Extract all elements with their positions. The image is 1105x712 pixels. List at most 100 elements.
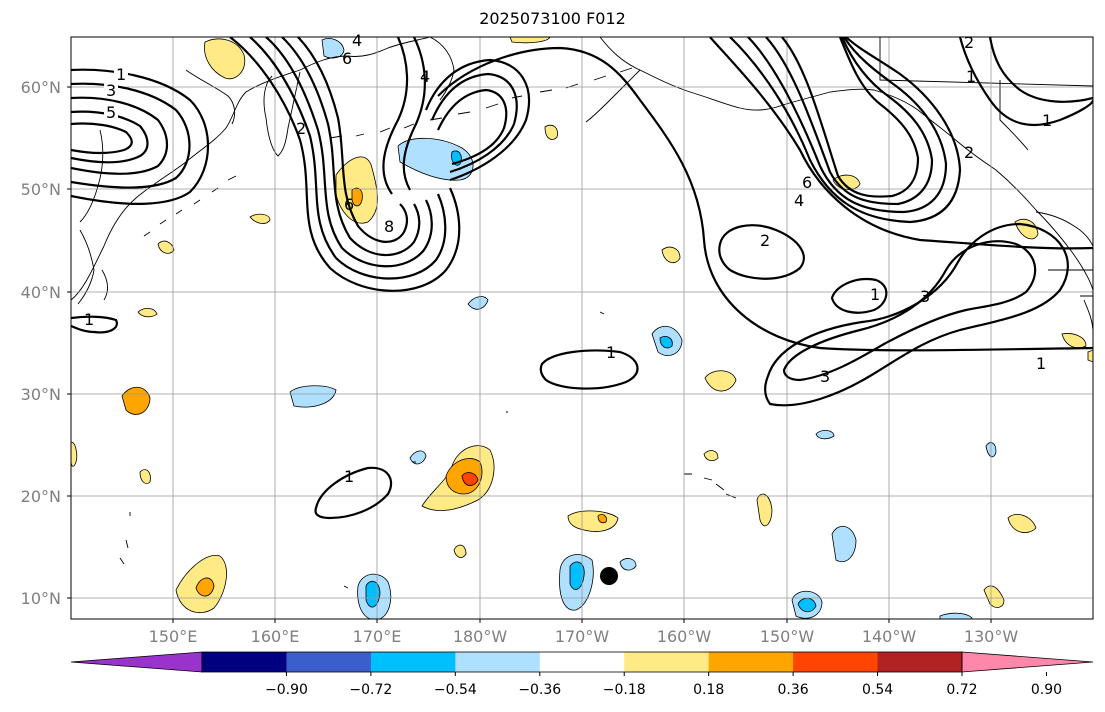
colorbar-bin xyxy=(370,652,456,672)
colorbar-bin xyxy=(877,652,963,672)
positive-patch xyxy=(453,544,467,558)
lon-label: 150°E xyxy=(149,627,198,646)
contour-line xyxy=(729,37,962,224)
coastline-kurils xyxy=(143,175,237,237)
longitude-labels: 150°E 160°E 170°E 180°W 170°W 160°W 150°… xyxy=(149,627,1019,646)
negative-patch xyxy=(659,336,673,349)
lon-label: 130°W xyxy=(964,627,1019,646)
shaded-field xyxy=(71,37,1093,619)
contour-line xyxy=(830,277,888,314)
storm-center-marker xyxy=(600,567,618,585)
positive-patch xyxy=(597,514,607,524)
contour-label: 4 xyxy=(352,31,362,50)
contour-label: 1 xyxy=(1042,111,1052,130)
coastline-aleutians xyxy=(329,67,633,139)
negative-patch xyxy=(365,580,381,608)
coastline-hawaii xyxy=(684,473,737,499)
contour-line xyxy=(437,88,508,166)
contour-label: 3 xyxy=(820,367,830,386)
positive-patch xyxy=(1087,349,1093,363)
contour-labels: 1 3 5 4 6 4 2 6 8 1 2 6 4 2 1 2 1 3 1 3 … xyxy=(84,31,1052,486)
contour-label: 1 xyxy=(84,310,94,329)
negative-patch xyxy=(569,561,585,590)
negative-patch xyxy=(321,38,345,59)
colorbar-bin xyxy=(708,652,794,672)
lon-label: 160°W xyxy=(657,627,712,646)
positive-patch xyxy=(756,493,773,527)
contour-label: 4 xyxy=(794,191,804,210)
lat-label: 20°N xyxy=(21,487,61,506)
positive-patch xyxy=(249,213,271,224)
contour-line xyxy=(424,58,531,182)
colorbar-tick-label: 0.36 xyxy=(778,682,809,698)
contour-label: 2 xyxy=(964,143,974,162)
contour-line xyxy=(709,37,1093,250)
colorbar-bin xyxy=(455,652,541,672)
coastline-japan xyxy=(77,229,109,305)
negative-patch xyxy=(831,526,857,563)
contour-label: 1 xyxy=(344,467,354,486)
colorbar: −0.90 −0.72 −0.54 −0.36 −0.18 0.18 0.36 0.54 0.7… xyxy=(70,651,1094,698)
contour-label: 6 xyxy=(342,49,352,68)
contour-label: 6 xyxy=(802,173,812,192)
positive-patch xyxy=(195,577,215,597)
contour-line xyxy=(229,37,461,292)
contour-line xyxy=(764,222,1069,407)
positive-patch xyxy=(121,386,151,415)
contour-label: 1 xyxy=(1036,354,1046,373)
colorbar-frame xyxy=(201,651,963,673)
positive-patch xyxy=(703,450,719,462)
contours xyxy=(71,37,1093,520)
positive-patch xyxy=(137,308,158,318)
colorbar-bin xyxy=(624,652,710,672)
lon-label: 150°W xyxy=(760,627,815,646)
contour-line xyxy=(297,37,409,243)
positive-patch xyxy=(661,246,681,264)
contour-line xyxy=(71,122,133,155)
positive-patch xyxy=(351,187,363,207)
colorbar-extend-high xyxy=(961,651,1094,673)
contour-line xyxy=(958,37,1093,127)
lat-label: 40°N xyxy=(21,283,61,302)
negative-patch xyxy=(939,612,973,619)
coastline-bering xyxy=(429,37,455,101)
colorbar-bin xyxy=(202,652,287,672)
contour-label: 2 xyxy=(760,231,770,250)
colorbar-tick-label: 0.90 xyxy=(1031,682,1062,698)
contour-line xyxy=(281,37,421,257)
colorbar-tick-label: −0.18 xyxy=(603,682,646,698)
contour-line xyxy=(71,82,191,189)
map-title: 2025073100 F012 xyxy=(479,9,626,28)
contour-label: 5 xyxy=(106,103,116,122)
contour-line xyxy=(265,37,433,268)
positive-patch xyxy=(544,124,559,140)
contour-line xyxy=(988,37,1093,103)
latitude-labels: 60°N 50°N 40°N 30°N 20°N 10°N xyxy=(21,78,61,608)
contour-line xyxy=(71,68,209,205)
contour-label: 3 xyxy=(920,287,930,306)
contour-line xyxy=(402,37,426,191)
negative-patch xyxy=(467,296,489,310)
colorbar-extend-low xyxy=(70,651,203,673)
coastline-canada xyxy=(879,37,1093,151)
lat-label: 60°N xyxy=(21,78,61,97)
contour-label: 8 xyxy=(384,217,394,236)
contour-line xyxy=(718,224,805,280)
coastline-islands xyxy=(119,311,605,589)
contour-label: 4 xyxy=(420,67,430,86)
contour-label: 2 xyxy=(964,33,974,52)
negative-patch xyxy=(619,558,637,571)
lon-label: 160°E xyxy=(251,627,300,646)
positive-patch xyxy=(1007,514,1037,533)
colorbar-tick-label: −0.36 xyxy=(518,682,561,698)
contour-label: 2 xyxy=(296,119,306,138)
contour-line xyxy=(539,349,639,390)
coastline-alaska-peninsula xyxy=(585,69,641,123)
negative-patch xyxy=(815,430,835,440)
contour-label: 1 xyxy=(966,67,976,86)
colorbar-tick-label: −0.72 xyxy=(349,682,392,698)
positive-patch xyxy=(704,370,737,392)
contour-line xyxy=(71,96,169,175)
positive-patch xyxy=(204,38,246,80)
